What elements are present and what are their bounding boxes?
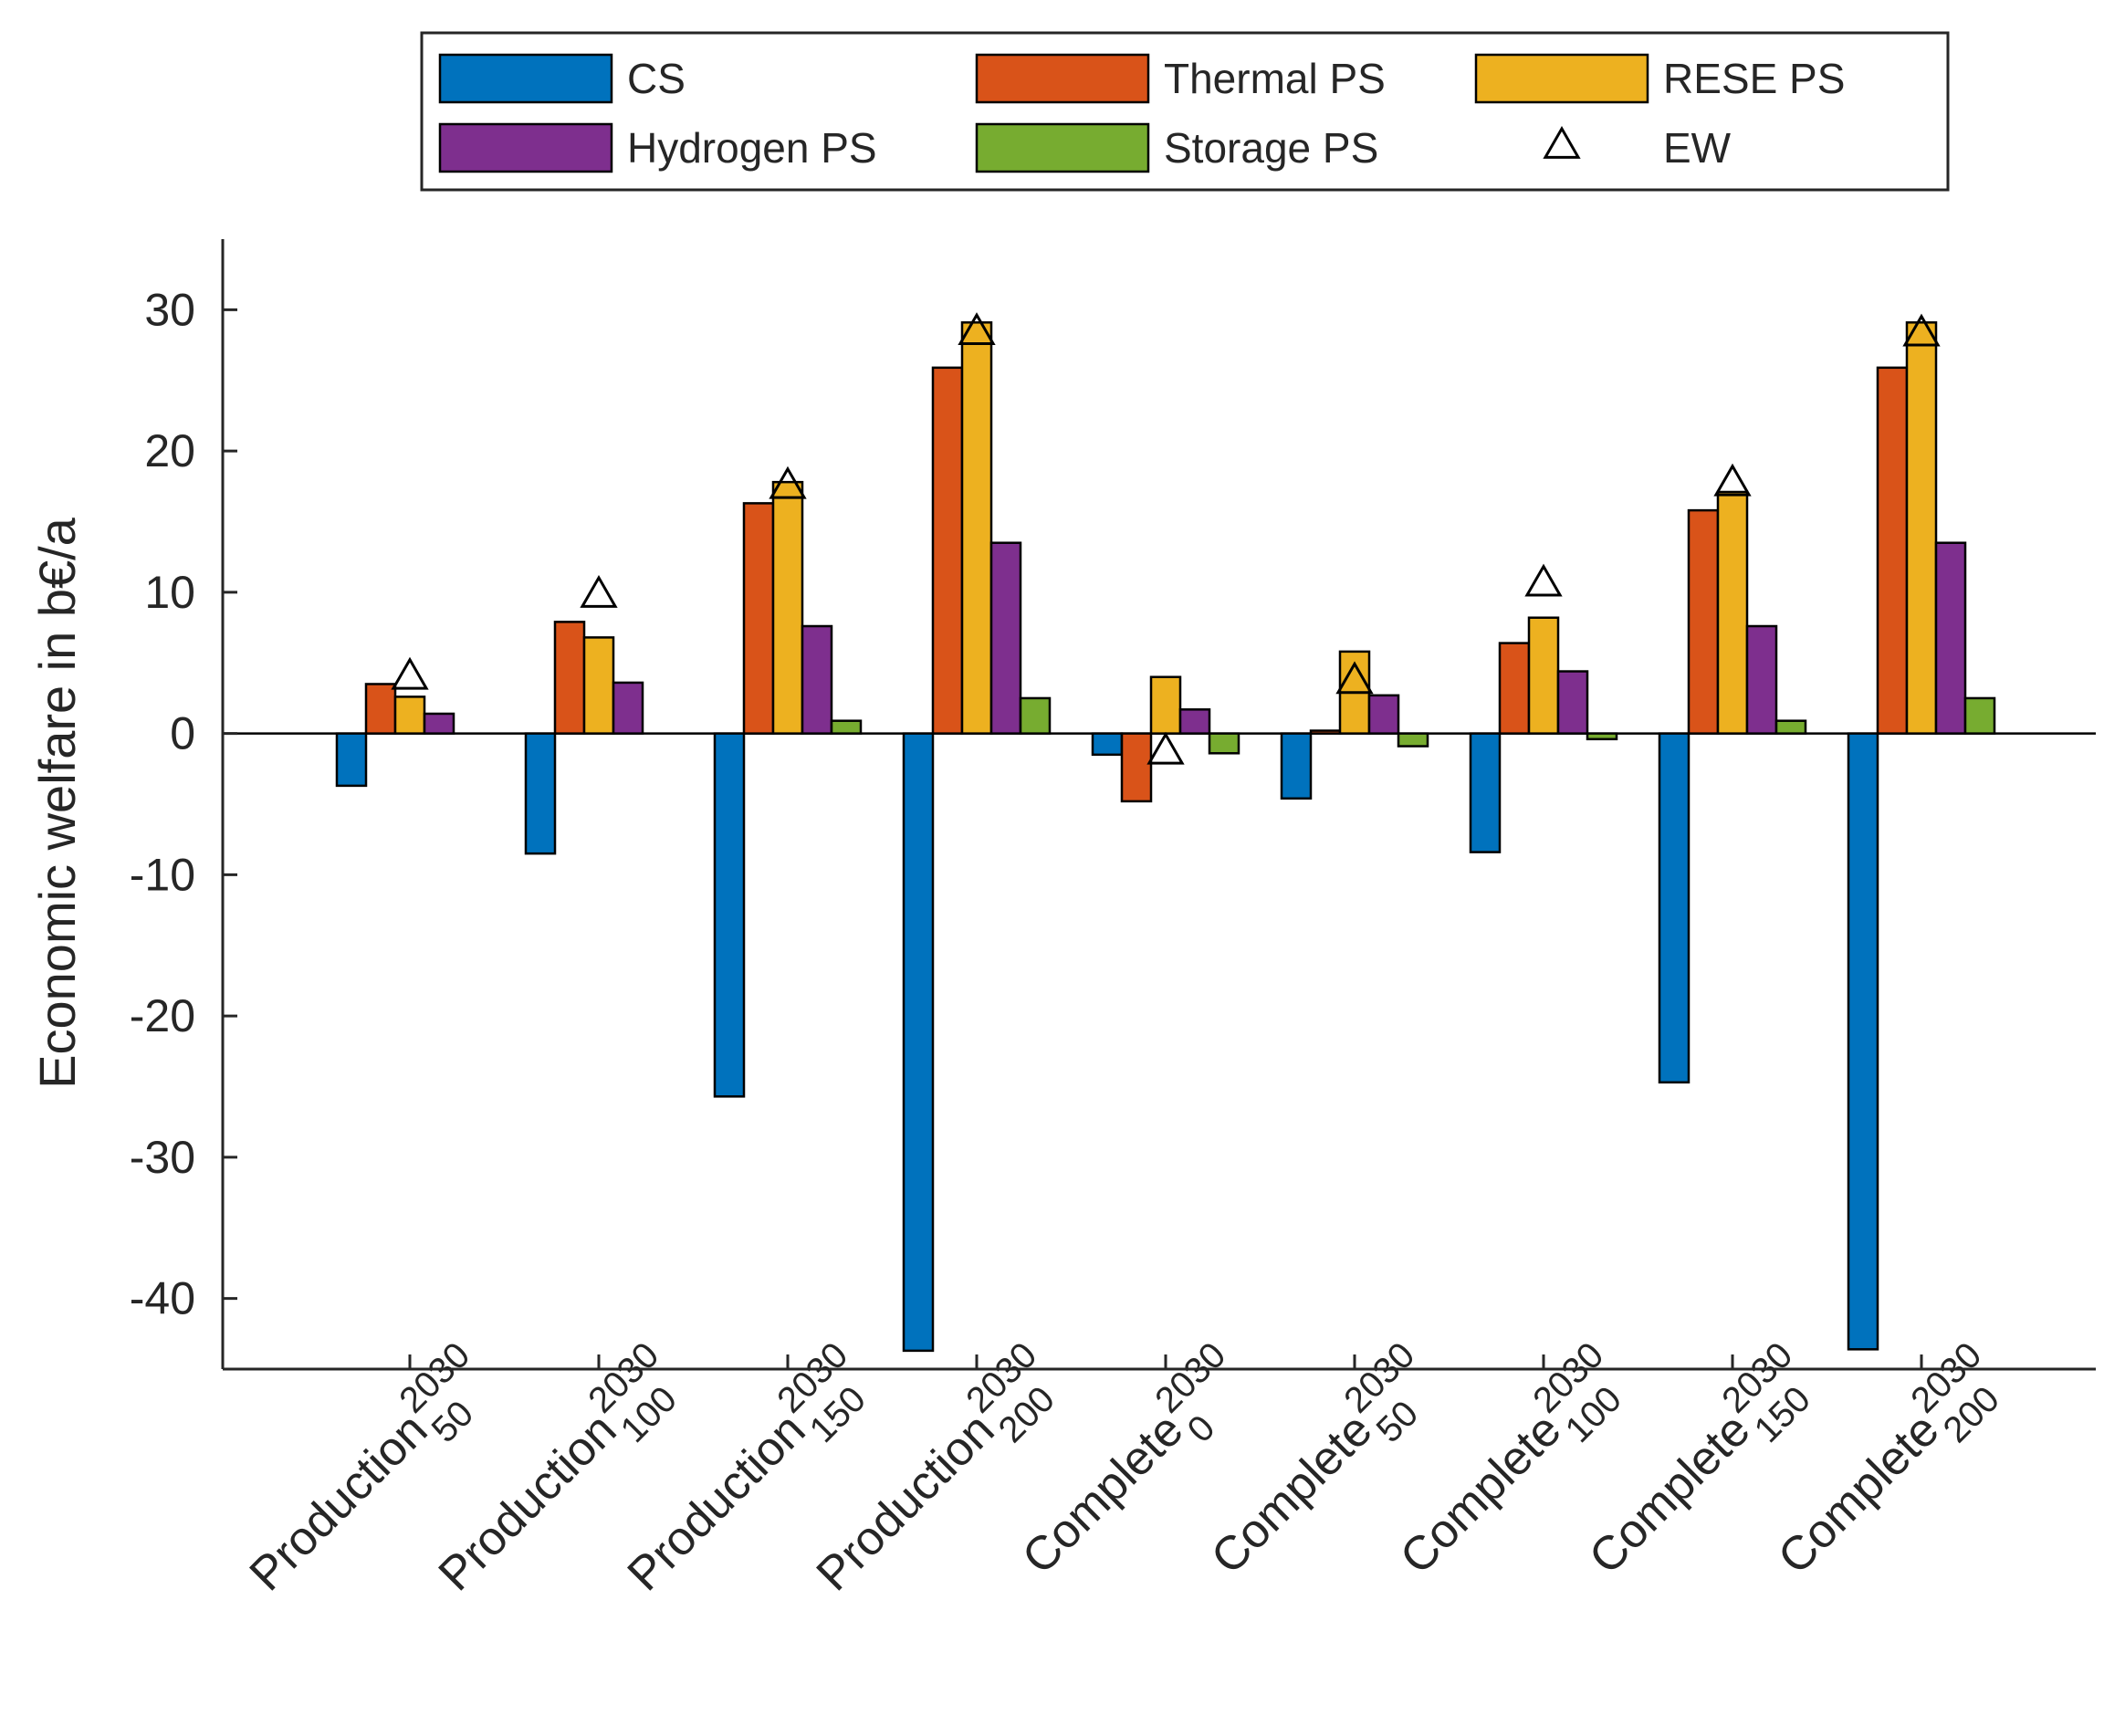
bar-rese-ps	[1905, 321, 1938, 735]
category-name: Complete	[1579, 1403, 1760, 1584]
y-tick-label: 0	[170, 708, 195, 759]
legend-swatch	[438, 53, 613, 104]
y-tick-label: 20	[144, 425, 195, 476]
y-tick-label: -10	[130, 849, 195, 900]
bar-thermal-ps	[742, 502, 775, 735]
bar-cs	[1091, 732, 1124, 757]
bar-hydrogen-ps	[1556, 670, 1589, 735]
bar-storage-ps	[1397, 732, 1429, 748]
bar-hydrogen-ps	[423, 712, 455, 735]
ew-marker	[1902, 313, 1941, 347]
bar-thermal-ps	[931, 366, 964, 735]
bar-hydrogen-ps	[1367, 694, 1400, 735]
bar-thermal-ps	[1498, 642, 1531, 735]
bar-storage-ps	[1963, 696, 1996, 735]
bar-storage-ps	[1774, 719, 1807, 735]
x-axis-labels: Production203050Production2030100Product…	[240, 1335, 2007, 1602]
legend-marker-icon	[1543, 125, 1581, 159]
y-tick-label: -40	[130, 1273, 195, 1324]
bar-cs	[902, 732, 935, 1353]
y-tick-label: -20	[130, 990, 195, 1041]
category-name: Complete	[1201, 1403, 1382, 1584]
bar-hydrogen-ps	[612, 681, 644, 735]
bar-thermal-ps	[553, 621, 586, 735]
bar-cs	[1658, 732, 1691, 1084]
ew-markers	[391, 312, 1941, 765]
ew-marker	[1146, 731, 1185, 765]
legend-label: CS	[627, 55, 686, 102]
y-tick-label: 10	[144, 567, 195, 618]
legend-label: EW	[1663, 124, 1732, 172]
legend-box	[420, 31, 1950, 192]
y-tick-label: -30	[130, 1132, 195, 1183]
legend-label: Storage PS	[1164, 124, 1378, 172]
legend-swatch	[1474, 53, 1649, 104]
bar-storage-ps	[1586, 732, 1618, 741]
legend-label: RESE PS	[1663, 55, 1845, 102]
ew-marker	[1713, 463, 1752, 497]
category-name: Complete	[1768, 1403, 1949, 1584]
category-name: Complete	[1012, 1403, 1193, 1584]
bar-thermal-ps	[1120, 732, 1153, 803]
bar-thermal-ps	[1876, 366, 1909, 735]
bar-hydrogen-ps	[1178, 708, 1211, 735]
bar-hydrogen-ps	[801, 624, 833, 735]
ew-marker	[1335, 661, 1374, 695]
axes: -40 -30 -20 -10 0 10 20 30	[130, 239, 2096, 1371]
bar-thermal-ps	[364, 683, 397, 735]
bar-cs	[524, 732, 557, 855]
legend-label: Thermal PS	[1164, 55, 1386, 102]
y-tick-label: 30	[144, 284, 195, 335]
ew-marker	[958, 312, 996, 345]
bar-cs	[1847, 732, 1879, 1351]
ew-marker	[391, 656, 429, 690]
bar-storage-ps	[830, 719, 863, 735]
bar-hydrogen-ps	[989, 541, 1022, 735]
bar-rese-ps	[393, 695, 426, 735]
legend-swatch	[438, 122, 613, 173]
legend-swatch	[975, 53, 1150, 104]
bar-cs	[1280, 732, 1313, 800]
bar-rese-ps	[1527, 616, 1560, 735]
ew-marker	[580, 574, 618, 608]
y-axis-label: Economic welfare in b€/a	[28, 517, 86, 1089]
bar-storage-ps	[1019, 696, 1052, 735]
bar-cs	[335, 732, 368, 788]
ew-marker	[769, 465, 807, 499]
bar-thermal-ps	[1687, 508, 1720, 735]
bars	[335, 321, 1996, 1353]
legend-label: Hydrogen PS	[627, 124, 877, 172]
bar-cs	[1469, 732, 1502, 853]
legend: CS Thermal PS RESE PS Hydrogen PS Storage PS…	[420, 31, 1950, 192]
bar-rese-ps	[1149, 675, 1182, 735]
bar-rese-ps	[1716, 490, 1749, 735]
bar-hydrogen-ps	[1934, 541, 1967, 735]
bar-rese-ps	[582, 636, 615, 735]
bar-storage-ps	[1208, 732, 1240, 755]
bar-rese-ps	[771, 480, 804, 735]
bar-thermal-ps	[1309, 729, 1342, 735]
bar-hydrogen-ps	[1745, 624, 1778, 735]
category-name: Complete	[1390, 1403, 1571, 1584]
category-name: Production	[240, 1403, 438, 1601]
ew-marker	[1524, 563, 1563, 597]
bar-cs	[713, 732, 746, 1098]
legend-swatch	[975, 122, 1150, 173]
bar-rese-ps	[960, 321, 993, 735]
